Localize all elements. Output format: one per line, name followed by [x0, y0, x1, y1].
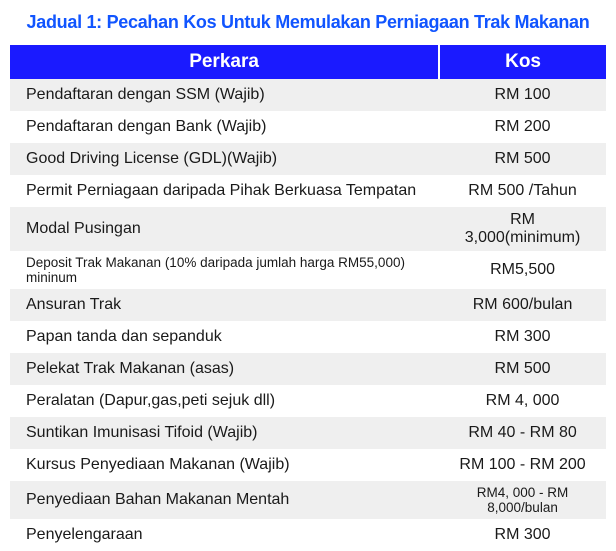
cell-perkara: Permit Perniagaan daripada Pihak Berkuas… [10, 175, 439, 207]
cell-perkara: Modal Pusingan [10, 207, 439, 251]
table-row: Papan tanda dan sepandukRM 300 [10, 321, 606, 353]
cell-perkara: Pendaftaran dengan Bank (Wajib) [10, 111, 439, 143]
col-header-kos: Kos [439, 45, 606, 79]
cell-perkara: Peralatan (Dapur,gas,peti sejuk dll) [10, 385, 439, 417]
table-header-row: Perkara Kos [10, 45, 606, 79]
table-row: Pendaftaran dengan Bank (Wajib)RM 200 [10, 111, 606, 143]
cell-perkara: Ansuran Trak [10, 289, 439, 321]
table-row: Suntikan Imunisasi Tifoid (Wajib)RM 40 -… [10, 417, 606, 449]
table-row: Permit Perniagaan daripada Pihak Berkuas… [10, 175, 606, 207]
table-row: Modal PusinganRM 3,000(minimum) [10, 207, 606, 251]
cell-kos: RM 500 /Tahun [439, 175, 606, 207]
cell-kos: RM 100 - RM 200 [439, 449, 606, 481]
cell-kos: RM 500 [439, 353, 606, 385]
col-header-perkara: Perkara [10, 45, 439, 79]
table-row: Good Driving License (GDL)(Wajib)RM 500 [10, 143, 606, 175]
cell-kos: RM 3,000(minimum) [439, 207, 606, 251]
cell-kos: RM 4, 000 [439, 385, 606, 417]
table-row: Pelekat Trak Makanan (asas)RM 500 [10, 353, 606, 385]
cell-kos: RM 300 [439, 519, 606, 551]
cell-perkara: Penyediaan Bahan Makanan Mentah [10, 481, 439, 519]
cell-perkara: Penyelengaraan [10, 519, 439, 551]
cell-kos: RM 40 - RM 80 [439, 417, 606, 449]
table-row: Deposit Trak Makanan (10% daripada jumla… [10, 251, 606, 289]
cell-kos: RM 100 [439, 79, 606, 111]
cell-perkara: Deposit Trak Makanan (10% daripada jumla… [10, 251, 439, 289]
cell-kos: RM 500 [439, 143, 606, 175]
cell-kos: RM 200 [439, 111, 606, 143]
table-row: Ansuran TrakRM 600/bulan [10, 289, 606, 321]
table-row: Penyediaan Bahan Makanan MentahRM4, 000 … [10, 481, 606, 519]
cell-kos: RM5,500 [439, 251, 606, 289]
cell-kos: RM 600/bulan [439, 289, 606, 321]
cell-kos: RM 300 [439, 321, 606, 353]
cell-perkara: Pelekat Trak Makanan (asas) [10, 353, 439, 385]
table-row: Kursus Penyediaan Makanan (Wajib)RM 100 … [10, 449, 606, 481]
cell-kos: RM4, 000 - RM 8,000/bulan [439, 481, 606, 519]
table-row: Pendaftaran dengan SSM (Wajib)RM 100 [10, 79, 606, 111]
table-title: Jadual 1: Pecahan Kos Untuk Memulakan Pe… [10, 12, 606, 33]
cost-table: Perkara Kos Pendaftaran dengan SSM (Waji… [10, 45, 606, 551]
table-body: Pendaftaran dengan SSM (Wajib)RM 100Pend… [10, 79, 606, 551]
table-row: PenyelengaraanRM 300 [10, 519, 606, 551]
cell-perkara: Kursus Penyediaan Makanan (Wajib) [10, 449, 439, 481]
cell-perkara: Suntikan Imunisasi Tifoid (Wajib) [10, 417, 439, 449]
cell-perkara: Pendaftaran dengan SSM (Wajib) [10, 79, 439, 111]
cell-perkara: Good Driving License (GDL)(Wajib) [10, 143, 439, 175]
table-row: Peralatan (Dapur,gas,peti sejuk dll)RM 4… [10, 385, 606, 417]
cell-perkara: Papan tanda dan sepanduk [10, 321, 439, 353]
